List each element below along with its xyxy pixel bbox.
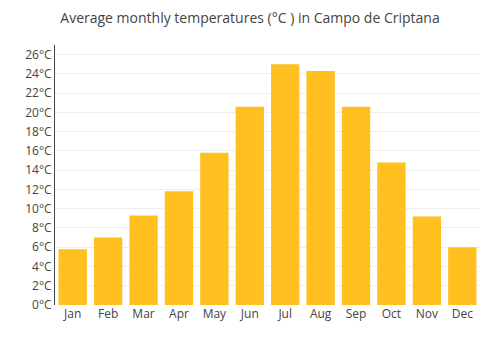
svg-text:Mar: Mar	[132, 305, 154, 322]
svg-text:6°C: 6°C	[32, 238, 52, 255]
svg-text:8°C: 8°C	[32, 219, 52, 236]
svg-text:2°C: 2°C	[32, 277, 52, 294]
svg-text:18°C: 18°C	[25, 123, 52, 140]
svg-text:Jan: Jan	[63, 305, 81, 322]
svg-text:20°C: 20°C	[25, 104, 52, 121]
svg-text:Sep: Sep	[346, 305, 367, 322]
svg-text:12°C: 12°C	[25, 181, 52, 198]
svg-text:May: May	[203, 305, 227, 322]
svg-text:4°C: 4°C	[32, 258, 52, 275]
svg-text:Jul: Jul	[277, 305, 292, 322]
svg-text:Average monthly temperatures (: Average monthly temperatures (°C ) in Ca…	[60, 8, 439, 27]
svg-text:Dec: Dec	[452, 305, 473, 322]
svg-text:16°C: 16°C	[25, 142, 52, 159]
svg-text:26°C: 26°C	[25, 46, 52, 63]
svg-text:14°C: 14°C	[25, 161, 52, 178]
svg-text:24°C: 24°C	[25, 65, 52, 82]
svg-text:Aug: Aug	[310, 305, 332, 322]
svg-text:Nov: Nov	[416, 305, 438, 322]
svg-text:Feb: Feb	[98, 305, 118, 322]
svg-text:Oct: Oct	[382, 305, 401, 322]
svg-text:0°C: 0°C	[32, 296, 52, 313]
svg-text:Jun: Jun	[240, 305, 259, 322]
svg-text:10°C: 10°C	[25, 200, 52, 217]
svg-text:Apr: Apr	[169, 305, 189, 322]
svg-text:22°C: 22°C	[25, 84, 52, 101]
